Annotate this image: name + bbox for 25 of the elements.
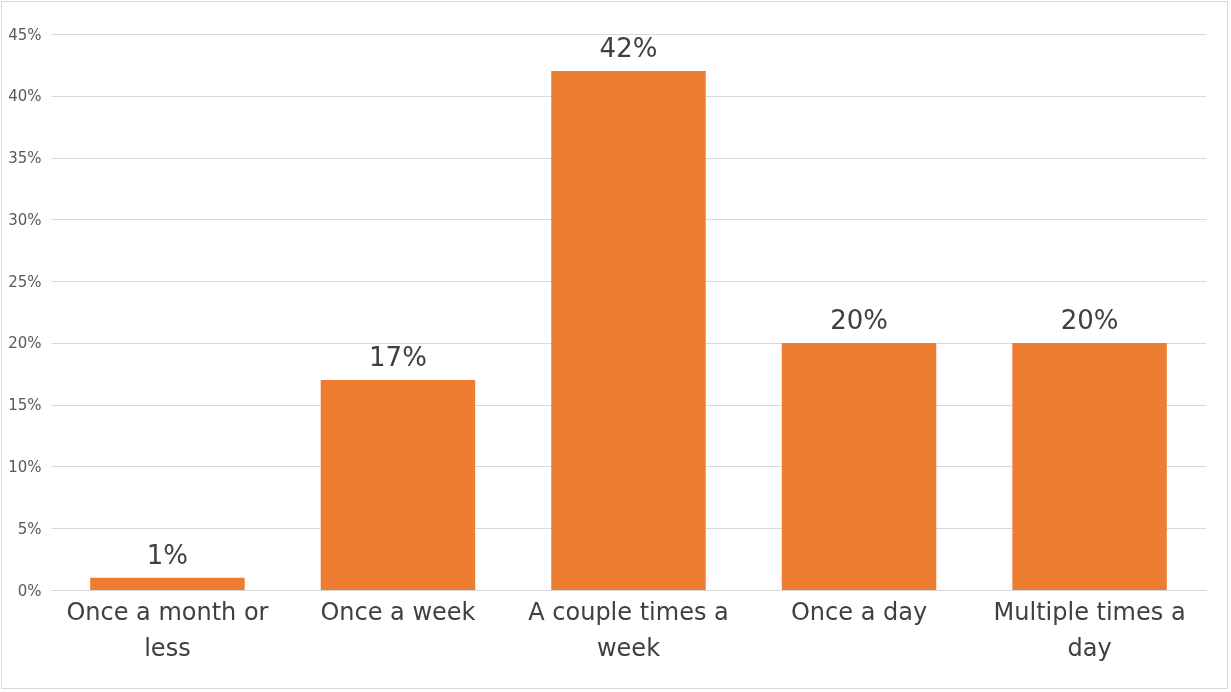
y-tick-label: 20% [8, 334, 42, 353]
bar [90, 577, 245, 590]
y-tick-label: 35% [8, 149, 42, 168]
bar [1012, 342, 1167, 590]
data-label: 20% [830, 304, 888, 335]
bar [551, 71, 706, 590]
bar [781, 342, 937, 590]
y-tick-label: 30% [8, 210, 42, 229]
y-tick-label: 45% [8, 25, 42, 44]
y-tick-label: 0% [17, 581, 42, 600]
bar [320, 379, 476, 590]
x-tick-label: Once a week [320, 597, 476, 626]
x-tick-label: Once a month or less [66, 597, 269, 662]
x-tick-label: Multiple times a day [993, 597, 1186, 662]
y-tick-label: 10% [8, 457, 42, 476]
x-tick-label: A couple times a week [528, 597, 729, 662]
x-tick-label: Once a day [790, 597, 928, 626]
y-tick-label: 25% [8, 272, 42, 291]
y-tick-label: 5% [17, 519, 42, 538]
y-tick-label: 40% [8, 87, 42, 106]
data-label: 20% [1060, 304, 1119, 335]
data-label: 1% [146, 539, 189, 570]
data-label: 42% [599, 33, 658, 64]
y-tick-label: 15% [8, 396, 42, 415]
data-label: 17% [369, 341, 427, 372]
